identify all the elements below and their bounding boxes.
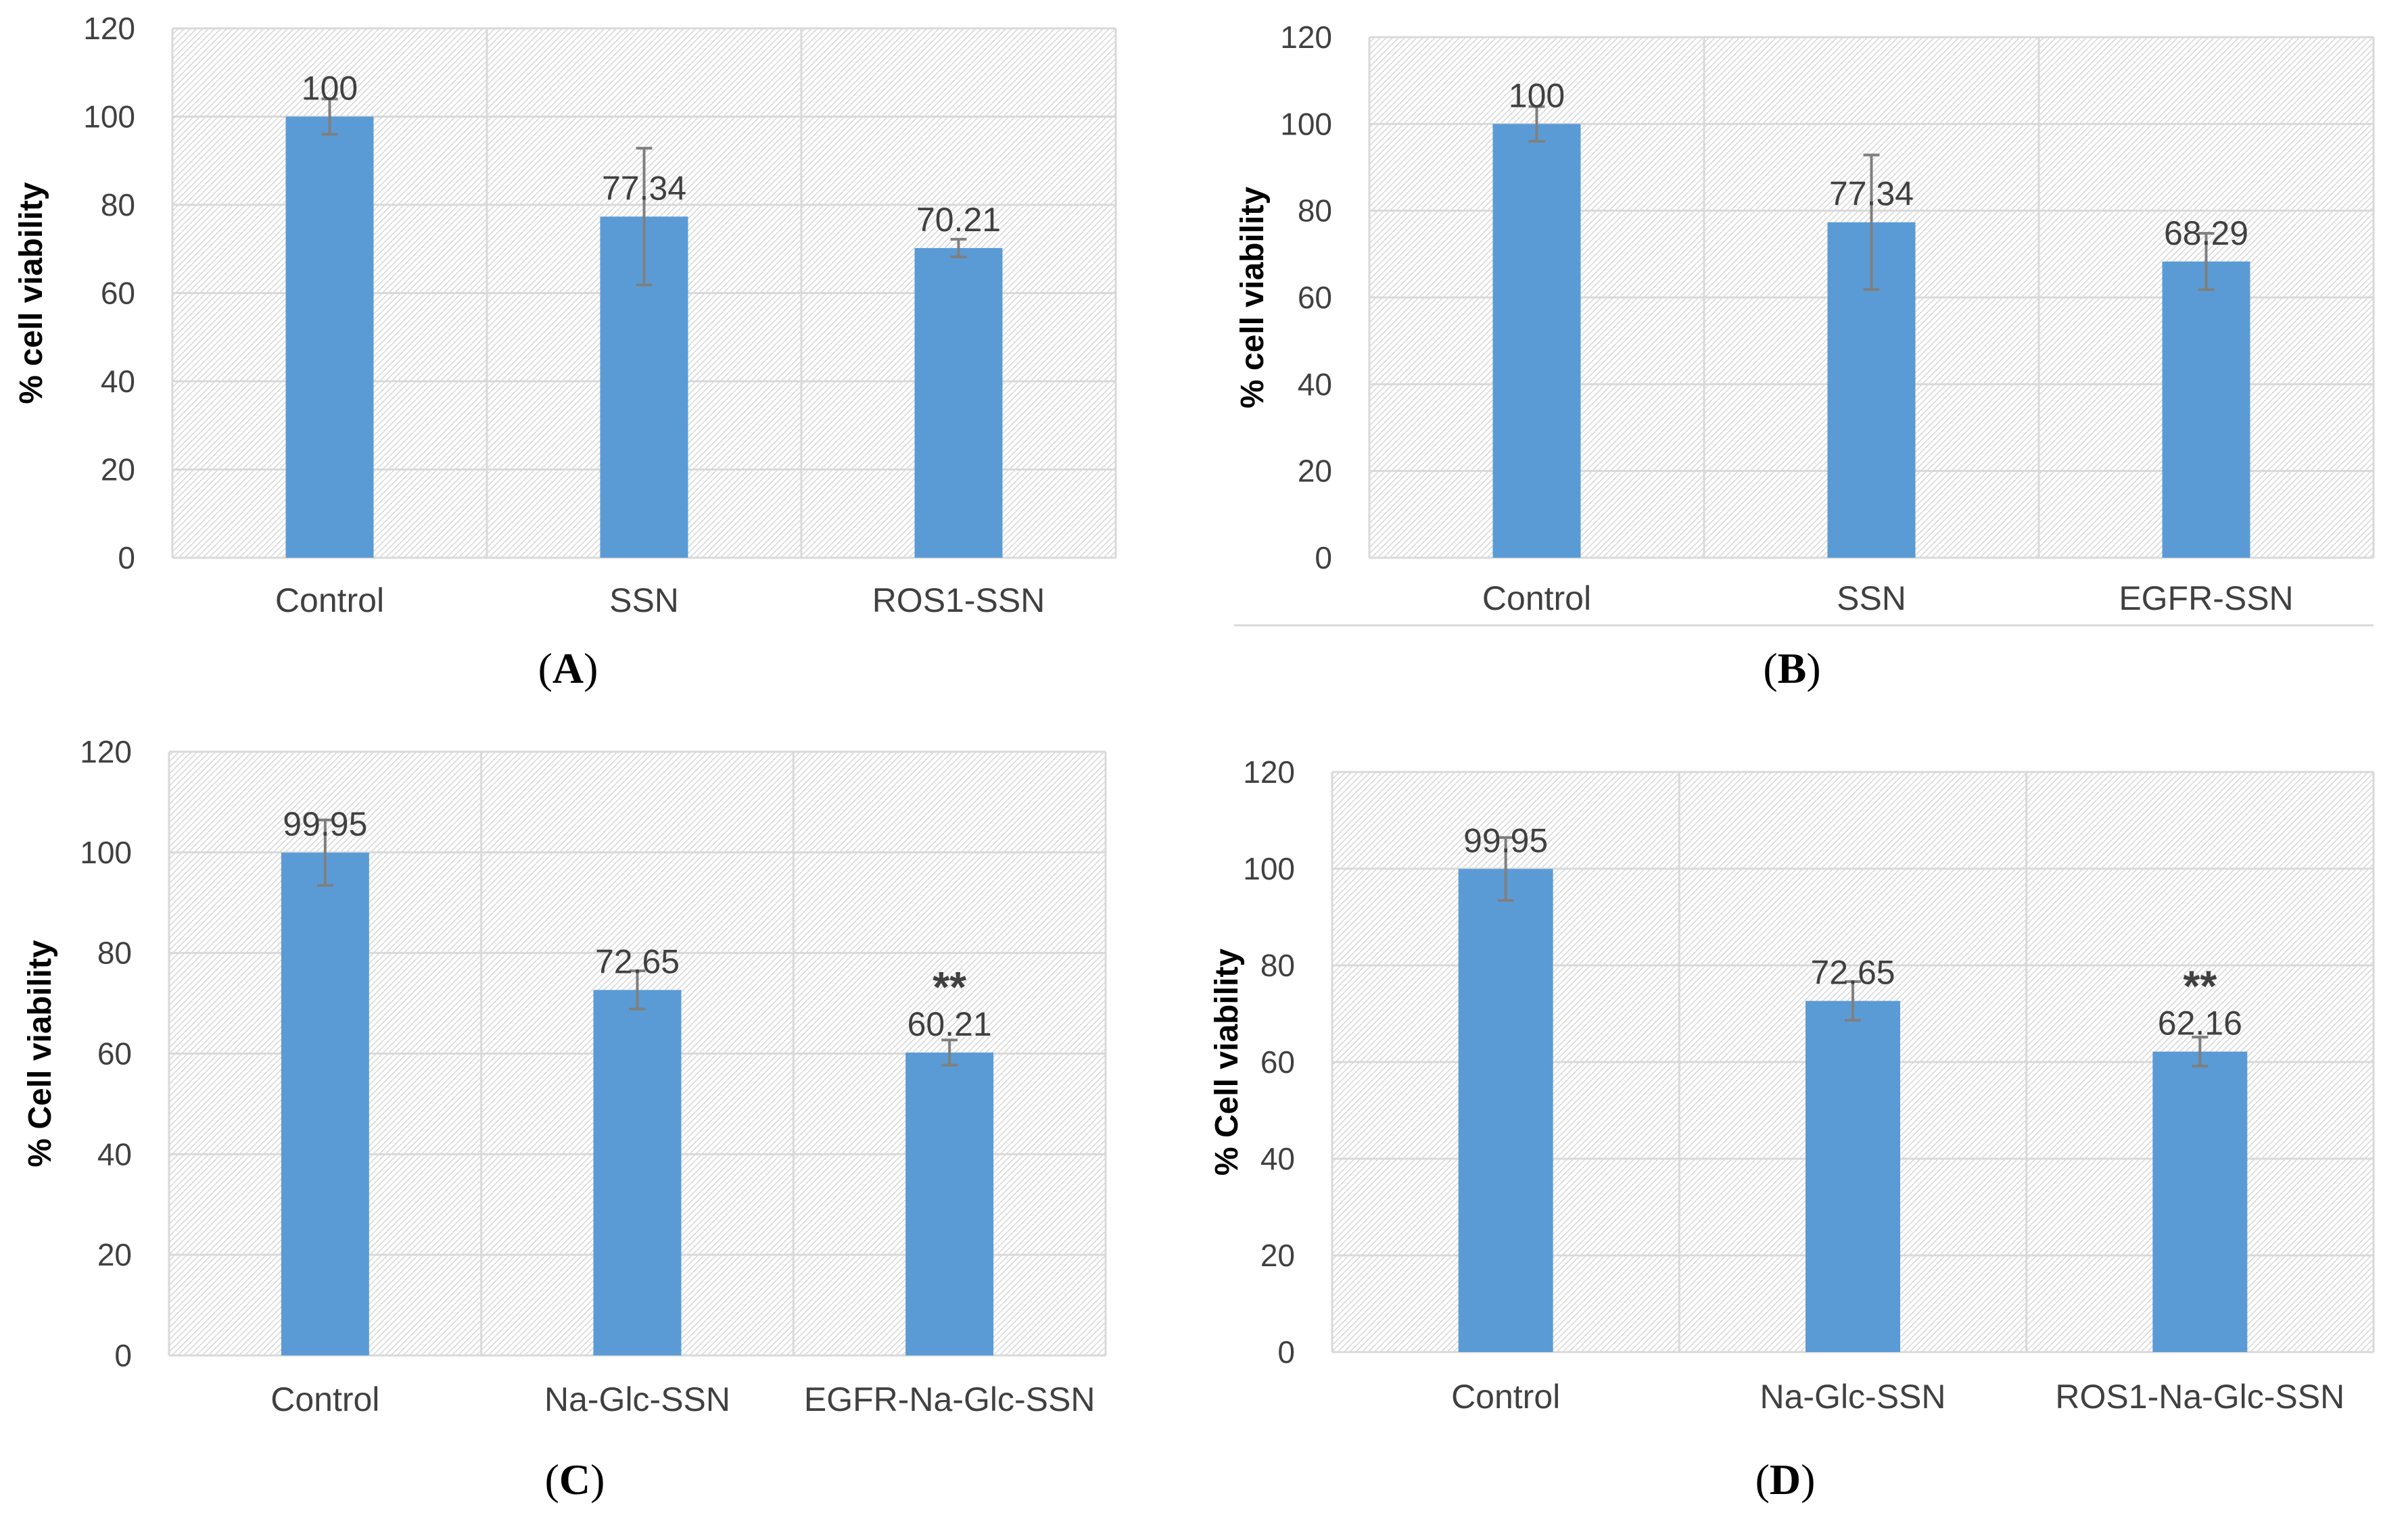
y-tick-label: 80 xyxy=(1298,193,1332,228)
data-label: 77.34 xyxy=(1829,175,1914,213)
y-tick-label: 120 xyxy=(1280,20,1332,55)
data-label: 100 xyxy=(1509,76,1565,114)
x-tick-label: Control xyxy=(270,1380,379,1418)
y-tick-label: 0 xyxy=(1277,1334,1295,1370)
y-axis-label: % Cell viability xyxy=(1209,948,1245,1176)
y-tick-label: 100 xyxy=(1280,106,1332,141)
x-tick-label: SSN xyxy=(1837,579,1906,617)
data-label: 68.29 xyxy=(2164,214,2248,252)
panel-label: (D) xyxy=(1755,1455,1816,1503)
bar xyxy=(1492,124,1581,558)
y-axis-label: % cell viability xyxy=(1235,187,1271,408)
y-tick-label: 40 xyxy=(1298,366,1332,402)
data-label: 77.34 xyxy=(602,169,686,207)
y-tick-label: 120 xyxy=(80,734,132,769)
data-label: 99.95 xyxy=(283,805,367,843)
x-tick-label: Na-Glc-SSN xyxy=(1760,1378,1945,1416)
y-tick-label: 0 xyxy=(118,540,135,575)
y-tick-label: 80 xyxy=(1260,948,1295,983)
y-tick-label: 100 xyxy=(1243,851,1295,886)
y-tick-label: 100 xyxy=(80,835,132,870)
x-tick-label: Na-Glc-SSN xyxy=(544,1380,730,1418)
y-tick-label: 0 xyxy=(1315,540,1332,575)
significance-marker: ** xyxy=(2183,962,2217,1011)
bar xyxy=(1458,869,1553,1352)
chart-panel-b: 0 20 40 60 80 100 120 % cell viability 100 Contro… xyxy=(1234,20,2375,692)
x-tick-label: ROS1-Na-Glc-SSN xyxy=(2055,1378,2344,1416)
y-tick-label: 100 xyxy=(83,99,135,135)
bar xyxy=(1806,1001,1900,1352)
y-tick-label: 80 xyxy=(97,936,132,971)
y-tick-label: 120 xyxy=(1243,754,1295,790)
data-label: 99.95 xyxy=(1463,821,1548,859)
y-tick-label: 0 xyxy=(114,1338,132,1373)
x-tick-label: EGFR-SSN xyxy=(2119,579,2293,617)
panel-label: (B) xyxy=(1763,644,1820,692)
significance-marker: ** xyxy=(933,963,966,1011)
y-tick-label: 60 xyxy=(97,1036,132,1072)
x-tick-label: EGFR-Na-Glc-SSN xyxy=(804,1380,1095,1418)
y-tick-label: 40 xyxy=(97,1136,132,1172)
bar xyxy=(914,247,1003,558)
x-tick-label: ROS1-SSN xyxy=(872,581,1045,619)
y-tick-label: 20 xyxy=(97,1237,132,1272)
y-tick-label: 60 xyxy=(1260,1044,1295,1080)
bar xyxy=(593,990,682,1355)
data-label: 62.16 xyxy=(2158,1005,2242,1042)
chart-panel-d: 0 20 40 60 80 100 120 % Cell viability 99.95 Cont… xyxy=(1209,754,2375,1503)
y-tick-label: 20 xyxy=(1260,1238,1295,1273)
y-tick-label: 40 xyxy=(1260,1141,1295,1176)
chart-panel-a: 0 20 40 60 80 100 120 % cell viability 100 Contro… xyxy=(14,11,1117,692)
data-label: 60.21 xyxy=(907,1005,992,1043)
bar xyxy=(2152,1051,2248,1352)
y-axis-label: % cell viability xyxy=(14,182,49,404)
data-label: 100 xyxy=(302,70,358,107)
bar xyxy=(281,852,369,1355)
panel-label: (C) xyxy=(545,1455,605,1503)
y-tick-label: 60 xyxy=(101,276,135,311)
y-tick-label: 80 xyxy=(101,187,135,222)
bar xyxy=(285,116,374,558)
y-tick-label: 20 xyxy=(1298,454,1332,489)
y-tick-label: 40 xyxy=(101,364,135,399)
bar xyxy=(905,1052,994,1355)
panel-label: (A) xyxy=(538,644,598,692)
bar xyxy=(2162,261,2250,558)
y-tick-label: 20 xyxy=(101,452,135,487)
y-tick-label: 60 xyxy=(1298,280,1332,315)
x-tick-label: Control xyxy=(275,581,384,619)
data-label: 72.65 xyxy=(1810,954,1895,992)
y-axis-label: % Cell viability xyxy=(22,940,58,1167)
chart-panel-c: 0 20 40 60 80 100 120 % Cell viability 99.95 Cont… xyxy=(22,734,1107,1503)
data-label: 70.21 xyxy=(916,201,1001,239)
x-tick-label: Control xyxy=(1451,1378,1560,1416)
y-tick-label: 120 xyxy=(83,11,135,46)
data-label: 72.65 xyxy=(595,942,680,980)
x-tick-label: Control xyxy=(1482,579,1591,617)
x-tick-label: SSN xyxy=(609,581,679,619)
